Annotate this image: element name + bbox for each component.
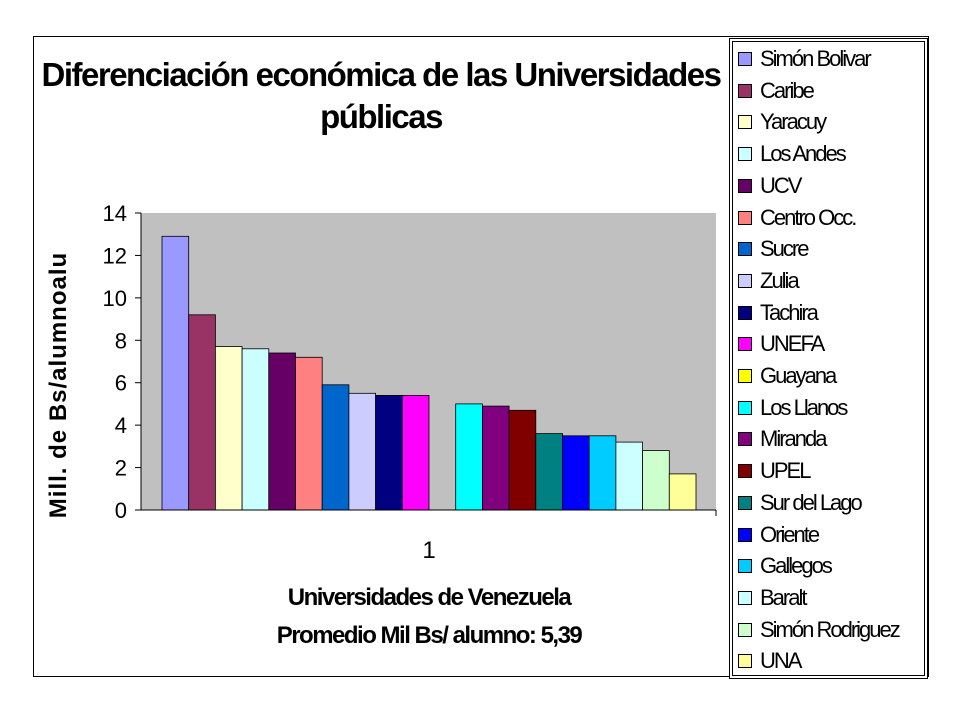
legend-swatch (738, 305, 752, 320)
legend-label: UNEFA (760, 331, 825, 357)
legend-swatch (738, 559, 752, 574)
legend-item: Sur del Lago (738, 487, 863, 519)
x-tick-label: 1 (422, 537, 435, 564)
legend-swatch (738, 83, 752, 98)
bar-miranda (481, 405, 510, 511)
legend-label: Caribe (760, 77, 815, 103)
legend-item: Tachira (738, 297, 819, 329)
bar-baralt (615, 441, 644, 511)
legend-label: Zulia (760, 267, 800, 293)
legend-item: Miranda (738, 423, 827, 455)
bar-gallegos (588, 435, 617, 511)
y-tick-label: 6 (115, 371, 127, 396)
x-axis-sublabel: Promedio Mil Bs/ alumno: 5,39 (277, 622, 583, 649)
legend-label: Sur del Lago (760, 489, 863, 515)
legend-swatch (738, 622, 752, 637)
legend-swatch (738, 337, 752, 352)
bar-upel (508, 409, 537, 511)
legend-label: Los Llanos (760, 394, 848, 420)
legend-inner-border (732, 41, 925, 676)
bar-los-andes (241, 348, 270, 511)
y-axis-label: Mill. de Bs/alumnoalu (45, 252, 72, 518)
legend-swatch (738, 52, 752, 66)
y-tick-label: 10 (103, 286, 127, 311)
legend-swatch (738, 178, 752, 193)
legend-label: Yaracuy (760, 109, 827, 135)
bars-group (161, 235, 697, 511)
legend-item: UNEFA (738, 328, 825, 360)
x-axis-label: Universidades de Venezuela (288, 584, 573, 611)
chart-title-line-1: Diferenciación económica de las Universi… (42, 56, 721, 93)
bar-tachira (375, 394, 403, 511)
bar-una (668, 473, 697, 511)
legend-swatch (738, 590, 752, 605)
legend-item: Gallegos (738, 550, 833, 582)
legend-label: Oriente (760, 521, 820, 547)
legend-item: Simón Rodriguez (738, 614, 901, 646)
y-tick-label: 14 (103, 201, 127, 226)
y-ticks-group: 0 2 4 6 8 10 12 14 (103, 201, 141, 523)
chart-title-line-2: públicas (320, 98, 442, 135)
legend-item: UPEL (738, 455, 812, 487)
bar-sim-n-rodriguez (642, 450, 670, 511)
legend-label: Los Andes (760, 141, 847, 167)
legend-item: Oriente (738, 519, 820, 551)
legend-swatch (738, 369, 752, 383)
legend-item: Simón Bolivar (738, 43, 872, 75)
bar-oriente (562, 435, 590, 511)
legend-item: Los Llanos (738, 392, 848, 424)
y-tick-label: 8 (115, 328, 127, 353)
bar-sim-n-bolivar (161, 235, 190, 511)
y-tick-label: 4 (115, 413, 127, 438)
bar-los-llanos (455, 403, 483, 511)
legend-label: UPEL (760, 458, 812, 484)
y-tick-label: 12 (103, 243, 127, 268)
legend-swatch (738, 273, 752, 288)
legend-swatch (738, 464, 752, 479)
legend-label: Simón Bolivar (760, 46, 872, 71)
legend-item: Guayana (738, 360, 837, 392)
legend-swatch (738, 495, 752, 510)
legend-swatch (738, 147, 752, 162)
legend-label: Baralt (760, 584, 808, 610)
legend-swatch (738, 527, 752, 542)
legend-swatch (738, 654, 752, 669)
chart-legend: Simón Bolivar Caribe Yaracuy Los Andes UCV Ce… (729, 38, 928, 679)
legend-label: Simón Rodriguez (760, 616, 901, 642)
legend-swatch (738, 115, 752, 130)
legend-item: Baralt (738, 582, 808, 614)
legend-swatch (738, 432, 752, 447)
bar-centro-occ- (295, 356, 323, 511)
legend-swatch (738, 210, 752, 225)
bar-sucre (321, 384, 350, 511)
legend-label: UNA (760, 648, 802, 674)
y-tick-label: 0 (115, 498, 127, 523)
legend-item: Yaracuy (738, 106, 827, 138)
legend-label: Tachira (760, 299, 819, 325)
legend-label: Miranda (760, 426, 827, 452)
legend-label: Gallegos (760, 553, 833, 579)
legend-label: Guayana (760, 363, 837, 388)
legend-item: UCV (738, 170, 802, 202)
bar-yaracuy (214, 346, 243, 511)
legend-item: Zulia (738, 265, 800, 297)
legend-label: Centro Occ. (760, 204, 857, 230)
legend-label: Sucre (760, 236, 810, 262)
bar-sur-del-lago (535, 433, 563, 511)
legend-swatch (738, 400, 752, 415)
legend-item: UNA (738, 645, 802, 677)
legend-item: Los Andes (738, 138, 847, 170)
bar-zulia (348, 392, 376, 511)
legend-label: UCV (760, 172, 802, 198)
bar-ucv (268, 352, 296, 511)
legend-item: Centro Occ. (738, 202, 857, 234)
legend-swatch (738, 242, 752, 257)
bar-unefa (401, 394, 430, 511)
bar-caribe (188, 314, 216, 511)
legend-item: Sucre (738, 233, 810, 265)
y-tick-label: 2 (115, 456, 127, 481)
legend-item: Caribe (738, 75, 815, 107)
